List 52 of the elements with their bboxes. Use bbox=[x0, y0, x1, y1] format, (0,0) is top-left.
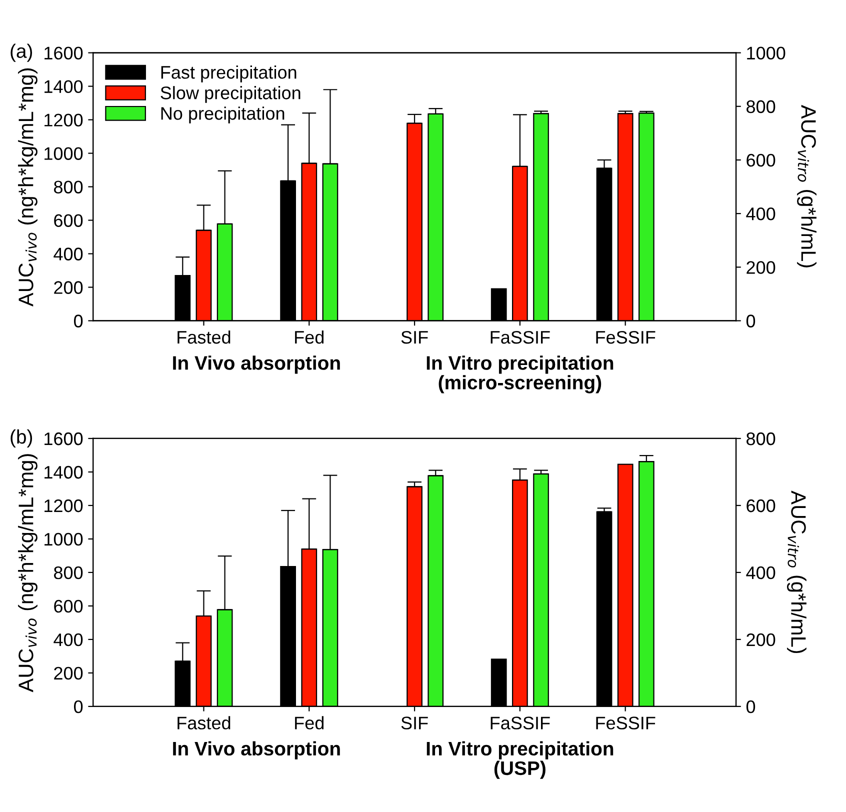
y-tick-label: 800 bbox=[54, 566, 83, 580]
y2-tick-label: 400 bbox=[746, 207, 776, 220]
y-tick-label: 1600 bbox=[44, 46, 83, 60]
y-tick-label: 600 bbox=[54, 214, 83, 227]
text: In Vivo absorption bbox=[173, 356, 340, 374]
y-tick-label: 200 bbox=[54, 666, 83, 680]
x-tick-label: FaSSIF bbox=[490, 716, 550, 730]
chart-title: (b) bbox=[10, 429, 32, 448]
x-tick-label: Fed bbox=[295, 716, 324, 730]
chart-title: (a) bbox=[10, 44, 32, 62]
y-axis-title: AUC$_{vivo}$ (ng*h*kg/mL*mg) bbox=[18, 454, 38, 692]
x-tick-label: SIF bbox=[401, 330, 428, 344]
text: In Vitro precipitation (USP) bbox=[426, 741, 614, 779]
y2-tick-label: 600 bbox=[746, 499, 776, 512]
y2-axis-title: AUC$_{vitro}$ (g*h/mL) bbox=[787, 490, 806, 654]
y-tick-label: 800 bbox=[54, 180, 83, 194]
y-tick-label: 1000 bbox=[44, 532, 83, 546]
y2-tick-label: 600 bbox=[746, 154, 776, 167]
y-tick-label: 1400 bbox=[44, 80, 83, 93]
y-axis-title: AUC$_{vivo}$ (ng*h*kg/mL*mg) bbox=[18, 68, 38, 307]
text: In Vitro precipitation (micro-screening) bbox=[426, 356, 614, 394]
x-tick-label: FeSSIF bbox=[596, 716, 656, 730]
x-tick-label: Fasted bbox=[178, 716, 230, 730]
y-tick-label: 400 bbox=[54, 248, 83, 260]
y2-tick-label: 0 bbox=[746, 314, 756, 328]
y-tick-label: 1200 bbox=[44, 499, 83, 512]
x-tick-label: SIF bbox=[401, 716, 428, 730]
x-tick-label: FaSSIF bbox=[490, 330, 550, 344]
y-tick-label: 1200 bbox=[44, 114, 83, 126]
text: In Vivo absorption bbox=[173, 741, 340, 760]
y-tick-label: 1000 bbox=[44, 147, 83, 160]
y-tick-label: 400 bbox=[54, 633, 83, 646]
y2-tick-label: 0 bbox=[746, 700, 756, 714]
y-tick-label: 200 bbox=[54, 281, 83, 294]
x-tick-label: Fed bbox=[295, 330, 324, 344]
y2-tick-label: 1000 bbox=[747, 46, 786, 60]
y2-tick-label: 400 bbox=[746, 566, 776, 580]
y2-tick-label: 800 bbox=[746, 100, 776, 114]
x-tick-label: FeSSIF bbox=[596, 330, 656, 344]
legend-label: Slow precipitation bbox=[160, 86, 300, 103]
y2-tick-label: 200 bbox=[746, 633, 776, 646]
x-tick-label: Fasted bbox=[178, 330, 230, 344]
y-tick-label: 600 bbox=[54, 600, 83, 613]
y-tick-label: 1400 bbox=[44, 466, 83, 479]
y-tick-label: 0 bbox=[74, 314, 83, 328]
y-tick-label: 1600 bbox=[44, 432, 83, 446]
y2-tick-label: 800 bbox=[746, 432, 776, 446]
y-tick-label: 0 bbox=[74, 700, 83, 714]
y2-axis-title: AUC$_{vitro}$ (g*h/mL) bbox=[797, 104, 816, 268]
legend-label: Fast precipitation bbox=[161, 66, 296, 82]
legend-label: No precipitation bbox=[161, 106, 284, 124]
y2-tick-label: 200 bbox=[746, 261, 776, 274]
